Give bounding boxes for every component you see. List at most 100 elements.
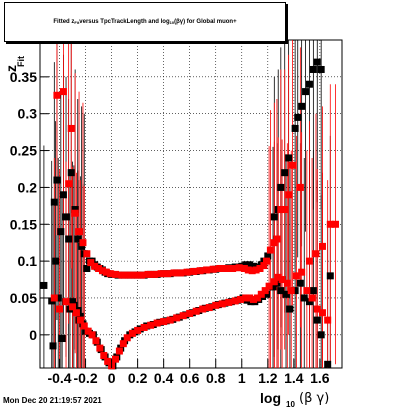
red-marker [164, 270, 172, 278]
red-marker [265, 282, 273, 290]
red-marker [324, 316, 332, 324]
red-marker [260, 262, 268, 270]
red-marker [87, 259, 95, 267]
red-marker [326, 220, 334, 228]
x-tick-label: -0.4 [47, 370, 71, 386]
black-marker [78, 242, 86, 250]
red-marker [79, 239, 87, 247]
red-marker [236, 295, 244, 303]
black-marker [317, 65, 325, 73]
red-marker [244, 266, 252, 274]
red-marker [257, 290, 265, 298]
red-marker [69, 303, 77, 311]
red-marker [248, 267, 256, 275]
black-marker [59, 191, 67, 199]
red-marker [225, 298, 233, 306]
black-marker [324, 360, 332, 368]
black-marker [242, 261, 250, 269]
y-tick-label: 0.15 [10, 216, 37, 232]
black-marker [83, 264, 91, 272]
y-tick-label: 0.3 [18, 106, 38, 122]
red-marker [119, 340, 127, 348]
x-tick-label: 1.6 [310, 370, 330, 386]
red-marker [131, 271, 139, 279]
black-marker [300, 294, 308, 302]
red-marker [112, 355, 119, 363]
black-marker [76, 312, 84, 320]
tick-labels: -0.4 -0.2 0 0.2 0.4 0.6 0.8 1 1.2 1.4 1.6 0 0.05 0.1 0… [10, 69, 330, 386]
y-tick-label: 0.05 [10, 290, 37, 306]
red-marker [231, 297, 239, 305]
red-marker [138, 271, 146, 279]
red-marker [298, 268, 306, 276]
y-axis-label-subscript: Fit [16, 56, 26, 67]
black-marker [296, 279, 304, 287]
red-marker [289, 161, 297, 169]
black-marker [69, 298, 77, 306]
black-marker [246, 261, 254, 269]
red-marker [253, 294, 261, 302]
black-marker [294, 113, 302, 121]
red-marker [153, 319, 161, 327]
svg-text:(β γ): (β γ) [299, 391, 329, 406]
red-marker [95, 264, 103, 272]
black-marker [65, 235, 73, 243]
red-marker [147, 321, 155, 329]
red-marker [270, 239, 278, 247]
black-marker [53, 176, 61, 184]
red-marker [98, 267, 106, 275]
black-marker [277, 287, 285, 295]
red-marker [144, 270, 152, 278]
svg-text:log: log [260, 390, 281, 406]
red-marker [183, 268, 191, 276]
x-tick-label: 0.6 [180, 370, 200, 386]
black-marker [285, 154, 293, 162]
red-marker [173, 314, 181, 322]
black-marker [54, 294, 62, 302]
red-marker [72, 309, 80, 317]
black-marker [263, 290, 270, 298]
red-marker [318, 309, 326, 317]
black-marker [58, 335, 66, 343]
black-marker [298, 102, 306, 110]
red-marker [281, 206, 289, 214]
red-marker [277, 206, 285, 214]
title-subscript-1: Fit [74, 19, 80, 25]
title-text-2: versus TpcTrackLength and log [79, 19, 170, 25]
red-marker [209, 265, 217, 273]
black-marker [62, 213, 70, 221]
x-tick-label: 1 [238, 370, 246, 386]
red-marker [249, 295, 257, 303]
title-text-3: (βγ) for Global muon+ [174, 19, 237, 25]
svg-text:10: 10 [286, 400, 295, 409]
x-tick-label: 0 [108, 370, 116, 386]
red-marker [292, 272, 300, 280]
y-tick-label: 0.1 [18, 253, 38, 269]
red-marker [273, 235, 281, 243]
x-tick-label: -0.2 [73, 370, 97, 386]
red-marker [88, 331, 96, 339]
red-marker [285, 191, 293, 199]
red-marker [112, 270, 119, 278]
timestamp-footer: Mon Dec 20 21:19:57 2021 [3, 396, 102, 405]
red-marker [118, 271, 126, 279]
x-tick-label: 1.2 [258, 370, 278, 386]
red-marker [192, 307, 200, 315]
y-tick-label: 0.25 [10, 143, 37, 159]
red-marker [71, 209, 79, 217]
red-marker [62, 298, 70, 306]
red-marker [186, 309, 194, 317]
black-marker [305, 298, 313, 306]
red-marker [199, 305, 207, 313]
red-marker [242, 294, 250, 302]
red-marker [83, 250, 91, 258]
red-marker [134, 326, 142, 334]
red-marker [278, 276, 286, 284]
red-marker [59, 88, 67, 96]
red-marker [222, 264, 230, 272]
black-marker [50, 198, 58, 206]
black-marker [57, 228, 65, 236]
red-marker [123, 334, 131, 342]
black-marker [309, 287, 317, 295]
black-marker [281, 169, 289, 177]
